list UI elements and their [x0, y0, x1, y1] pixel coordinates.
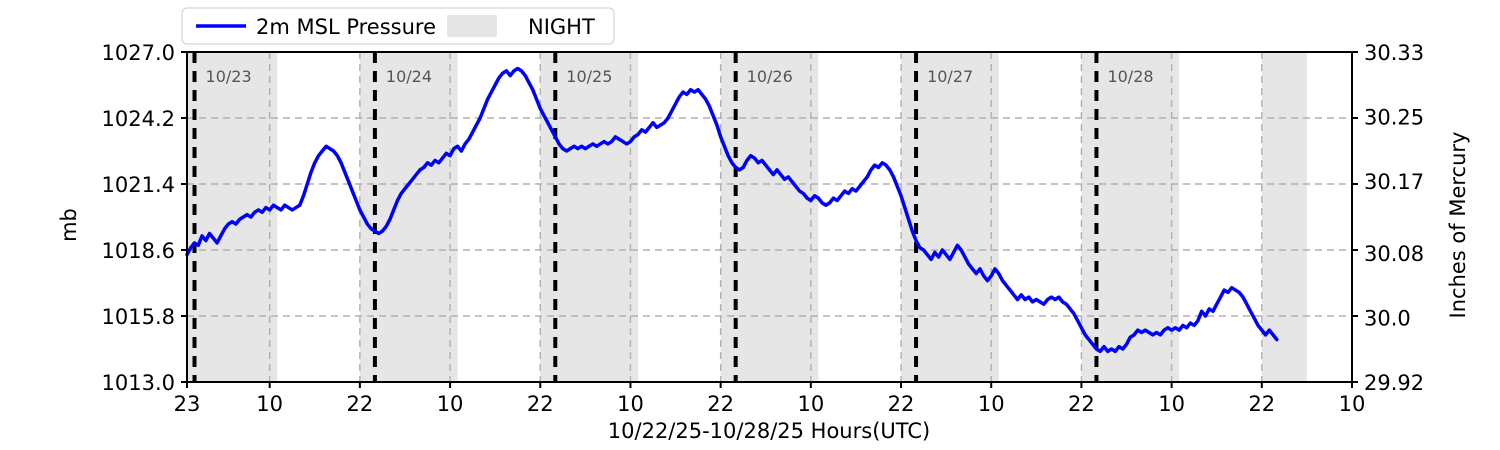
x-tick-label: 10: [1158, 392, 1185, 416]
y-tick-label-left: 1021.4: [102, 173, 175, 197]
y-tick-label-left: 1018.6: [102, 239, 175, 263]
day-label: 10/23: [206, 67, 252, 86]
x-tick-label: 22: [347, 392, 374, 416]
y-tick-label-right: 30.33: [1364, 41, 1424, 65]
axis-ticks: [181, 51, 1358, 388]
day-labels: 10/23 10/24 10/25 10/26 10/27 10/28: [206, 67, 1154, 86]
x-tick-label: 22: [527, 392, 554, 416]
day-label: 10/28: [1107, 67, 1153, 86]
x-tick-label: 10: [797, 392, 824, 416]
legend-night-swatch: [447, 15, 497, 37]
axes-frame: [186, 51, 1353, 383]
x-tick-label: 10: [617, 392, 644, 416]
y-axis-right-tick-labels: 29.92 30.0 30.08 30.17 30.25 30.33: [1364, 41, 1424, 395]
day-label: 10/27: [927, 67, 973, 86]
legend-night-label: NIGHT: [528, 15, 595, 39]
day-divider-lines: [192, 52, 1099, 382]
y-tick-label-right: 30.17: [1364, 170, 1424, 194]
y-tick-label-right: 30.08: [1364, 242, 1424, 266]
y-tick-label-right: 29.92: [1364, 371, 1424, 395]
y-tick-label-left: 1024.2: [102, 107, 175, 131]
legend-box: [181, 7, 615, 45]
day-label: 10/25: [566, 67, 612, 86]
x-tick-label: 22: [888, 392, 915, 416]
y-tick-label-right: 30.25: [1364, 105, 1424, 129]
chart-legend[interactable]: 2m MSL Pressure NIGHT: [181, 7, 615, 45]
y-tick-label-right: 30.0: [1364, 307, 1411, 331]
x-tick-label: 10: [978, 392, 1005, 416]
x-tick-label: 10: [1339, 392, 1366, 416]
pressure-line: [185, 66, 1279, 354]
x-tick-label: 10: [256, 392, 283, 416]
night-band: [540, 52, 638, 382]
x-tick-label: 22: [1248, 392, 1275, 416]
night-band: [720, 52, 819, 382]
pressure-series-line: [185, 66, 1279, 354]
x-tick-label: 22: [707, 392, 734, 416]
night-band: [1261, 52, 1307, 382]
night-band: [901, 52, 999, 382]
night-band: [187, 52, 278, 382]
y-tick-label-left: 1027.0: [102, 41, 175, 65]
y-axis-right-title: Inches of Mercury: [1446, 132, 1470, 319]
legend-series-label: 2m MSL Pressure: [256, 15, 436, 39]
y-axis-left-tick-labels: 1013.0 1015.8 1018.6 1021.4 1024.2 1027.0: [102, 41, 175, 395]
x-tick-label: 23: [174, 392, 201, 416]
y-tick-label-left: 1013.0: [102, 371, 175, 395]
night-band: [1081, 52, 1180, 382]
y-tick-label-left: 1015.8: [102, 305, 175, 329]
gridlines: [187, 52, 1352, 382]
night-band: [359, 52, 458, 382]
plot-frame: [186, 51, 1353, 383]
day-label: 10/26: [747, 67, 793, 86]
x-tick-label: 22: [1068, 392, 1095, 416]
x-axis-tick-labels: 23 10 22 10 22 10 22 10 22 10 22 10 22 10: [174, 392, 1366, 416]
y-axis-left-title: mb: [57, 208, 81, 242]
day-label: 10/24: [386, 67, 432, 86]
x-tick-label: 10: [437, 392, 464, 416]
x-axis-title: 10/22/25-10/28/25 Hours(UTC): [608, 419, 930, 443]
